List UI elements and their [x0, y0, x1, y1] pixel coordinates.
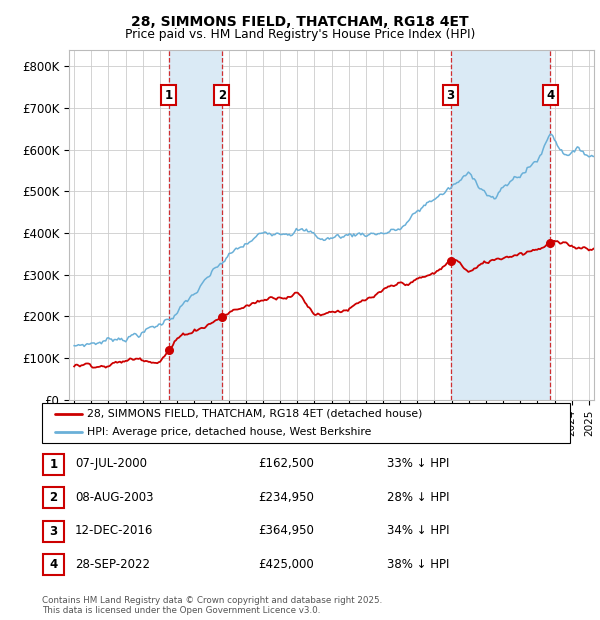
Text: HPI: Average price, detached house, West Berkshire: HPI: Average price, detached house, West… [87, 427, 371, 438]
Text: 08-AUG-2003: 08-AUG-2003 [75, 491, 154, 503]
Text: 4: 4 [546, 89, 554, 102]
Text: £425,000: £425,000 [258, 558, 314, 570]
Text: 1: 1 [49, 458, 58, 471]
Text: 28, SIMMONS FIELD, THATCHAM, RG18 4ET: 28, SIMMONS FIELD, THATCHAM, RG18 4ET [131, 16, 469, 30]
Text: £162,500: £162,500 [258, 458, 314, 470]
Text: Contains HM Land Registry data © Crown copyright and database right 2025.
This d: Contains HM Land Registry data © Crown c… [42, 596, 382, 615]
Text: 3: 3 [49, 525, 58, 538]
Bar [451, 50, 550, 400]
Text: 34% ↓ HPI: 34% ↓ HPI [387, 525, 449, 537]
Text: 12-DEC-2016: 12-DEC-2016 [75, 525, 154, 537]
Text: £364,950: £364,950 [258, 525, 314, 537]
Text: Price paid vs. HM Land Registry's House Price Index (HPI): Price paid vs. HM Land Registry's House … [125, 28, 475, 41]
Text: 28-SEP-2022: 28-SEP-2022 [75, 558, 150, 570]
Text: 07-JUL-2000: 07-JUL-2000 [75, 458, 147, 470]
Text: 2: 2 [218, 89, 226, 102]
Text: £234,950: £234,950 [258, 491, 314, 503]
Text: 4: 4 [49, 559, 58, 571]
Text: 1: 1 [165, 89, 173, 102]
Text: 38% ↓ HPI: 38% ↓ HPI [387, 558, 449, 570]
Text: 2: 2 [49, 492, 58, 504]
Bar [169, 50, 221, 400]
Text: 33% ↓ HPI: 33% ↓ HPI [387, 458, 449, 470]
Text: 28% ↓ HPI: 28% ↓ HPI [387, 491, 449, 503]
Text: 28, SIMMONS FIELD, THATCHAM, RG18 4ET (detached house): 28, SIMMONS FIELD, THATCHAM, RG18 4ET (d… [87, 409, 422, 419]
Text: 3: 3 [446, 89, 455, 102]
